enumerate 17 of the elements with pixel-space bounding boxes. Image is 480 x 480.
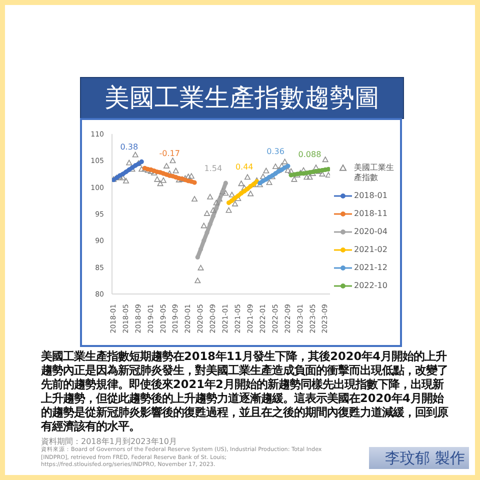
annotation: 0.38: [120, 142, 138, 152]
text: 李玟郁 製作: [369, 447, 469, 469]
legend-label: 美國工業生產指數: [354, 163, 395, 183]
annotation: 0.36: [266, 147, 284, 156]
text: 美國工業生產指數短期趨勢在2018年11月發生下降，其後2020年4月開始的上升趨勢內正是因為新冠肺炎發生，對美國工業生產造成負面的衝擊而出現低點，改變了先前的趨勢規律。即使後來2021年2月開始的新趨勢同樣先出現指數下降，出現新上升趨勢，但從此趨勢後的上升趨勢力道逐漸趨緩。這表示美國在2020年4月開始的趨勢是從新冠肺炎影響後的復甦過程，並且在之後的期間內復甦力道減緩，回到原有經濟該有的水平。: [41, 350, 450, 434]
legend-label: 2022-10: [354, 281, 388, 291]
annotation: 0.088: [298, 150, 322, 160]
annotation: 1.54: [204, 164, 222, 174]
legend-label: 2020-04: [354, 227, 388, 237]
annotation: -0.17: [159, 149, 180, 158]
chart-title: 美國工業生產指數趨勢圖: [80, 77, 404, 119]
legend-label: 2018-01: [354, 191, 388, 201]
text: 資料期間：2018年1月到2023年10月: [41, 437, 178, 446]
legend-label: 2021-12: [354, 263, 388, 273]
annotation: 0.44: [235, 162, 254, 172]
legend-label: 2021-02: [354, 245, 388, 255]
legend-label: 2018-11: [354, 209, 388, 219]
